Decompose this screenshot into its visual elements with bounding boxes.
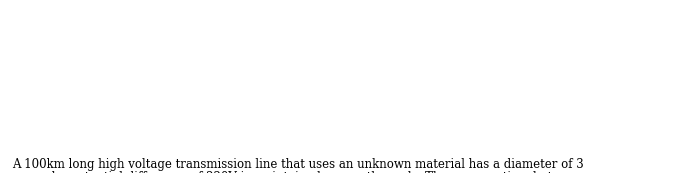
Text: cm and a potential difference of 220V is maintained across the ends. The average: cm and a potential difference of 220V is…	[12, 171, 584, 173]
Text: A 100km long high voltage transmission line that uses an unknown material has a : A 100km long high voltage transmission l…	[12, 158, 584, 171]
